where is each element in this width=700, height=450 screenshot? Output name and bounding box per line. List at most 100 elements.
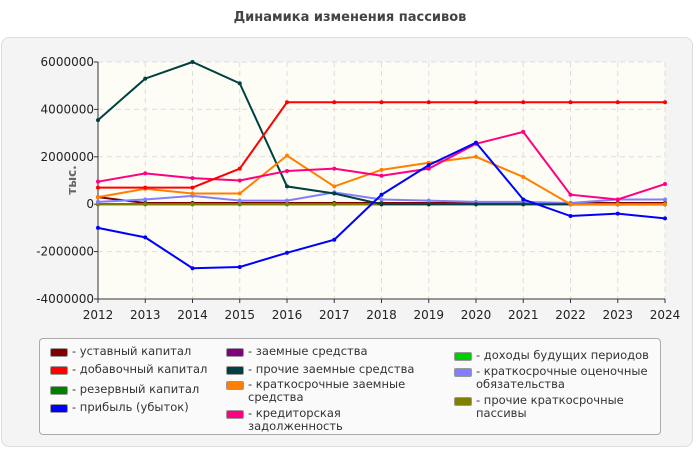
data-point [285, 153, 289, 158]
x-tick-label: 2012 [83, 308, 114, 322]
x-tick-label: 2014 [177, 308, 208, 322]
data-point [332, 184, 337, 189]
legend-label: - прочие заемные средства [248, 362, 415, 376]
data-point [426, 166, 431, 171]
y-tick-label: -4000000 [36, 292, 94, 306]
legend-swatch [454, 352, 472, 361]
legend-label: - прочие краткосрочные пассивы [476, 393, 624, 420]
data-point [379, 202, 384, 207]
x-tick-label: 2018 [366, 308, 397, 322]
y-axis-label: тыс. [65, 165, 79, 194]
y-tick-label: 6000000 [41, 55, 94, 69]
data-point [379, 167, 384, 172]
data-point [426, 163, 431, 168]
x-tick-label: 2016 [272, 308, 303, 322]
data-point [426, 202, 431, 207]
data-point [190, 202, 195, 207]
data-point [615, 202, 620, 207]
legend-swatch [454, 368, 472, 377]
data-point [379, 173, 384, 178]
data-point [521, 197, 526, 202]
data-point [663, 100, 667, 105]
data-point [474, 140, 478, 145]
x-tick-label: 2015 [224, 308, 255, 322]
data-point [285, 184, 289, 189]
legend-item: - прочие заемные средства [226, 363, 414, 376]
x-tick-label: 2022 [555, 308, 586, 322]
data-point [332, 166, 337, 171]
data-point [426, 100, 431, 105]
data-point [143, 197, 148, 202]
data-point [237, 191, 242, 196]
x-tick-label: 2019 [413, 308, 444, 322]
data-point [143, 235, 148, 240]
data-point [96, 185, 100, 190]
data-point [237, 166, 242, 171]
data-point [190, 60, 195, 64]
legend-swatch [50, 404, 68, 413]
data-point [615, 197, 620, 202]
legend-item: - кредиторская задолженность [226, 407, 428, 433]
data-point [237, 198, 242, 203]
legend-label: - краткосрочные оценочные обязательства [476, 364, 648, 391]
x-tick-label: 2017 [319, 308, 350, 322]
data-point [96, 195, 100, 200]
legend-label: - добавочный капитал [72, 362, 208, 376]
data-point [285, 250, 289, 255]
data-point [96, 225, 100, 230]
data-point [663, 197, 667, 202]
legend-swatch [50, 348, 68, 357]
data-point [568, 214, 573, 219]
legend-swatch [226, 348, 244, 357]
legend-item: - добавочный капитал [50, 363, 207, 376]
data-point [474, 202, 478, 207]
legend-item: - доходы будущих периодов [454, 349, 649, 362]
legend-item: - уставный капитал [50, 345, 191, 358]
legend-swatch [226, 410, 244, 419]
x-tick-label: 2013 [130, 308, 161, 322]
data-point [143, 76, 148, 81]
x-tick-label: 2023 [602, 308, 633, 322]
data-point [143, 202, 148, 207]
data-point [190, 185, 195, 190]
y-tick-label: 4000000 [41, 102, 94, 116]
data-point [426, 198, 431, 203]
legend-swatch [50, 386, 68, 395]
data-point [474, 154, 478, 159]
x-tick-label: 2021 [508, 308, 539, 322]
data-point [96, 179, 100, 184]
data-point [663, 216, 667, 221]
data-point [663, 202, 667, 207]
data-point [615, 100, 620, 105]
legend-label: - заемные средства [248, 344, 368, 358]
legend-item: - резервный капитал [50, 383, 199, 396]
data-point [474, 100, 478, 105]
data-point [379, 100, 384, 105]
data-point [521, 202, 526, 207]
legend-item: - прибыль (убыток) [50, 401, 189, 414]
data-point [615, 211, 620, 216]
data-point [332, 191, 337, 196]
data-point [190, 176, 195, 181]
data-point [96, 199, 100, 204]
data-point [379, 197, 384, 202]
legend-label: - прибыль (убыток) [72, 400, 189, 414]
data-point [379, 192, 384, 197]
x-tick-label: 2020 [461, 308, 492, 322]
legend-swatch [454, 397, 472, 406]
legend-label: - краткосрочные заемные средства [248, 377, 406, 404]
data-point [237, 81, 242, 86]
legend-item: - прочие краткосрочные пассивы [454, 394, 660, 420]
data-point [285, 169, 289, 174]
data-point [285, 202, 289, 207]
data-point [568, 202, 573, 207]
data-point [237, 178, 242, 183]
y-tick-label: 0 [86, 197, 94, 211]
legend-item: - краткосрочные заемные средства [226, 378, 428, 404]
data-point [521, 174, 526, 179]
data-point [285, 198, 289, 203]
data-point [190, 191, 195, 196]
legend-item: - краткосрочные оценочные обязательства [454, 365, 660, 391]
legend: - уставный капитал - добавочный капитал - … [39, 338, 661, 435]
